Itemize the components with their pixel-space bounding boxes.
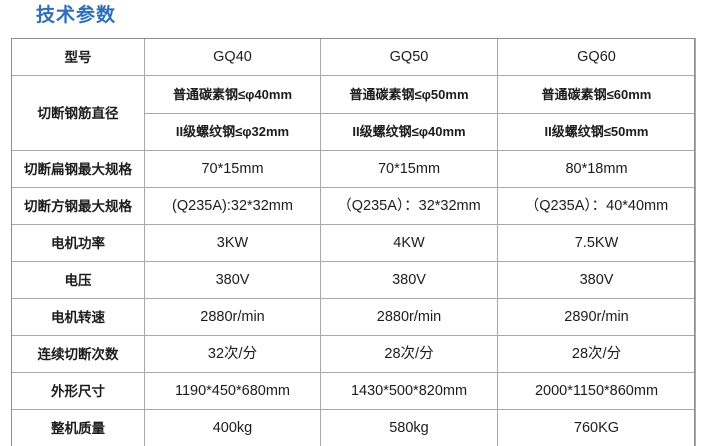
- row-label-rebar-diameter: 切断钢筋直径: [11, 75, 145, 151]
- cell-dimensions-gq40: 1190*450*680mm: [144, 372, 321, 410]
- cell-motor-power-gq40: 3KW: [144, 224, 321, 262]
- row-label-dimensions: 外形尺寸: [11, 372, 145, 410]
- row-label-motor-power: 电机功率: [11, 224, 145, 262]
- row-label-square-steel: 切断方钢最大规格: [11, 187, 145, 225]
- cell-motor-power-gq60: 7.5KW: [497, 224, 696, 262]
- cell-voltage-gq60: 380V: [497, 261, 696, 299]
- technical-parameters-table: 型号 GQ40 GQ50 GQ60 切断钢筋直径 普通碳素钢≤φ40mm 普通碳…: [11, 38, 696, 446]
- table-row-weight: 整机质量 400kg 580kg 760KG: [11, 409, 696, 446]
- cell-model-gq50: GQ50: [320, 38, 498, 76]
- cell-weight-gq50: 580kg: [320, 409, 498, 446]
- cell-rebar-carbon-gq40: 普通碳素钢≤φ40mm: [144, 75, 321, 114]
- cell-dimensions-gq50: 1430*500*820mm: [320, 372, 498, 410]
- row-label-flat-steel: 切断扁钢最大规格: [11, 150, 145, 188]
- cell-voltage-gq50: 380V: [320, 261, 498, 299]
- table-row-motor-speed: 电机转速 2880r/min 2880r/min 2890r/min: [11, 298, 696, 336]
- cell-rebar-deformed-gq50: II级螺纹钢≤φ40mm: [320, 112, 498, 151]
- cell-weight-gq60: 760KG: [497, 409, 696, 446]
- row-label-weight: 整机质量: [11, 409, 145, 446]
- cell-rebar-deformed-gq40: II级螺纹钢≤φ32mm: [144, 112, 321, 151]
- row-label-model: 型号: [11, 38, 145, 76]
- cell-flat-steel-gq40: 70*15mm: [144, 150, 321, 188]
- cell-square-steel-gq40: (Q235A):32*32mm: [144, 187, 321, 225]
- cell-motor-power-gq50: 4KW: [320, 224, 498, 262]
- cell-rebar-deformed-gq60: II级螺纹钢≤50mm: [497, 112, 696, 151]
- cell-cuts-gq40: 32次/分: [144, 335, 321, 373]
- cell-flat-steel-gq60: 80*18mm: [497, 150, 696, 188]
- cell-rebar-carbon-gq50: 普通碳素钢≤φ50mm: [320, 75, 498, 114]
- spec-table-container: 型号 GQ40 GQ50 GQ60 切断钢筋直径 普通碳素钢≤φ40mm 普通碳…: [11, 38, 696, 446]
- cell-motor-speed-gq60: 2890r/min: [497, 298, 696, 336]
- cell-cuts-gq50: 28次/分: [320, 335, 498, 373]
- table-row-square-steel: 切断方钢最大规格 (Q235A):32*32mm （Q235A）：32*32mm…: [11, 187, 696, 225]
- row-label-cuts-per-minute: 连续切断次数: [11, 335, 145, 373]
- cell-square-steel-gq50: （Q235A）：32*32mm: [320, 187, 498, 225]
- table-row-model: 型号 GQ40 GQ50 GQ60: [11, 38, 696, 76]
- row-label-motor-speed: 电机转速: [11, 298, 145, 336]
- cell-motor-speed-gq40: 2880r/min: [144, 298, 321, 336]
- cell-weight-gq40: 400kg: [144, 409, 321, 446]
- cell-flat-steel-gq50: 70*15mm: [320, 150, 498, 188]
- row-label-voltage: 电压: [11, 261, 145, 299]
- cell-model-gq60: GQ60: [497, 38, 696, 76]
- table-row-cuts-per-minute: 连续切断次数 32次/分 28次/分 28次/分: [11, 335, 696, 373]
- table-row-rebar-diameter-carbon: 切断钢筋直径 普通碳素钢≤φ40mm 普通碳素钢≤φ50mm 普通碳素钢≤60m…: [11, 75, 696, 151]
- cell-model-gq40: GQ40: [144, 38, 321, 76]
- cell-square-steel-gq60: （Q235A）：40*40mm: [497, 187, 696, 225]
- cell-dimensions-gq60: 2000*1150*860mm: [497, 372, 696, 410]
- cell-voltage-gq40: 380V: [144, 261, 321, 299]
- table-row-voltage: 电压 380V 380V 380V: [11, 261, 696, 299]
- page-title: 技术参数: [36, 5, 117, 26]
- cell-motor-speed-gq50: 2880r/min: [320, 298, 498, 336]
- table-row-rebar-diameter-deformed: II级螺纹钢≤φ32mm II级螺纹钢≤φ40mm II级螺纹钢≤50mm: [12, 112, 696, 151]
- table-row-flat-steel: 切断扁钢最大规格 70*15mm 70*15mm 80*18mm: [11, 150, 696, 188]
- table-row-motor-power: 电机功率 3KW 4KW 7.5KW: [11, 224, 696, 262]
- cell-cuts-gq60: 28次/分: [497, 335, 696, 373]
- table-row-dimensions: 外形尺寸 1190*450*680mm 1430*500*820mm 2000*…: [11, 372, 696, 410]
- cell-rebar-carbon-gq60: 普通碳素钢≤60mm: [497, 75, 696, 114]
